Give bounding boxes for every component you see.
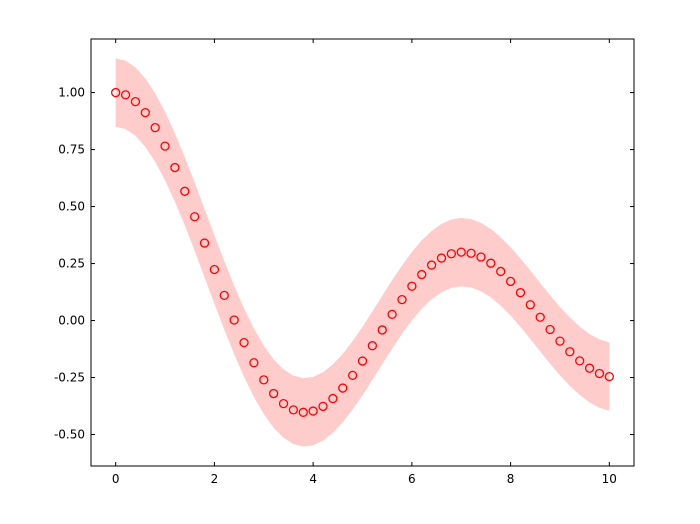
x-tick-label: 0 (112, 472, 120, 486)
x-tick-label: 6 (408, 472, 416, 486)
y-tick-label: 0.00 (58, 314, 85, 328)
data-point (387, 309, 397, 320)
data-point (120, 90, 131, 100)
data-point (140, 107, 150, 118)
data-point (486, 258, 496, 268)
data-point (328, 393, 338, 404)
data-point (466, 248, 476, 258)
x-tick-label: 4 (309, 472, 317, 486)
data-point (318, 401, 328, 412)
data-point (407, 281, 417, 291)
data-point (111, 87, 121, 98)
confidence-band (115, 58, 610, 447)
data-point (594, 368, 605, 379)
data-point (130, 96, 141, 107)
data-point (505, 276, 516, 287)
y-tick-label: 1.00 (58, 86, 85, 100)
data-point (278, 398, 289, 409)
data-point (199, 238, 210, 248)
data-point (565, 347, 575, 357)
data-point (180, 186, 190, 196)
x-tick-label: 8 (507, 472, 515, 486)
data-point (259, 375, 269, 385)
data-point (515, 288, 526, 298)
y-tick-label: 0.25 (58, 257, 85, 271)
y-tick-label: -0.25 (54, 371, 85, 385)
plot-frame (90, 38, 635, 467)
data-point (190, 212, 200, 222)
data-point (476, 252, 486, 262)
data-point (288, 405, 299, 415)
data-point (555, 336, 565, 346)
data-point (219, 290, 229, 301)
data-point (496, 266, 506, 277)
data-point (584, 363, 595, 373)
data-point (308, 406, 318, 416)
data-point (367, 341, 378, 351)
data-point (456, 247, 466, 257)
data-point (397, 294, 407, 305)
y-tick-label: 0.75 (58, 143, 85, 157)
data-point (268, 388, 279, 399)
data-point (436, 253, 447, 263)
x-tick-label: 2 (211, 472, 219, 486)
data-point (357, 356, 368, 366)
data-point (426, 260, 437, 270)
data-point (446, 249, 457, 259)
data-point (170, 162, 180, 173)
data-point (604, 371, 614, 382)
data-point (417, 269, 427, 280)
data-point (525, 300, 535, 310)
data-point (150, 122, 160, 133)
data-point (298, 407, 308, 417)
data-point (239, 337, 249, 348)
data-point (160, 141, 170, 151)
x-tick-label: 10 (602, 472, 617, 486)
data-point (338, 383, 348, 393)
data-point (209, 264, 220, 275)
y-tick-label: -0.50 (54, 428, 85, 442)
data-point (249, 358, 259, 368)
y-tick-label: 0.50 (58, 200, 85, 214)
data-point (347, 370, 358, 381)
data-point (545, 324, 555, 335)
data-point (229, 315, 239, 325)
data-point (535, 312, 545, 322)
data-point (377, 325, 387, 335)
data-point (575, 356, 585, 366)
